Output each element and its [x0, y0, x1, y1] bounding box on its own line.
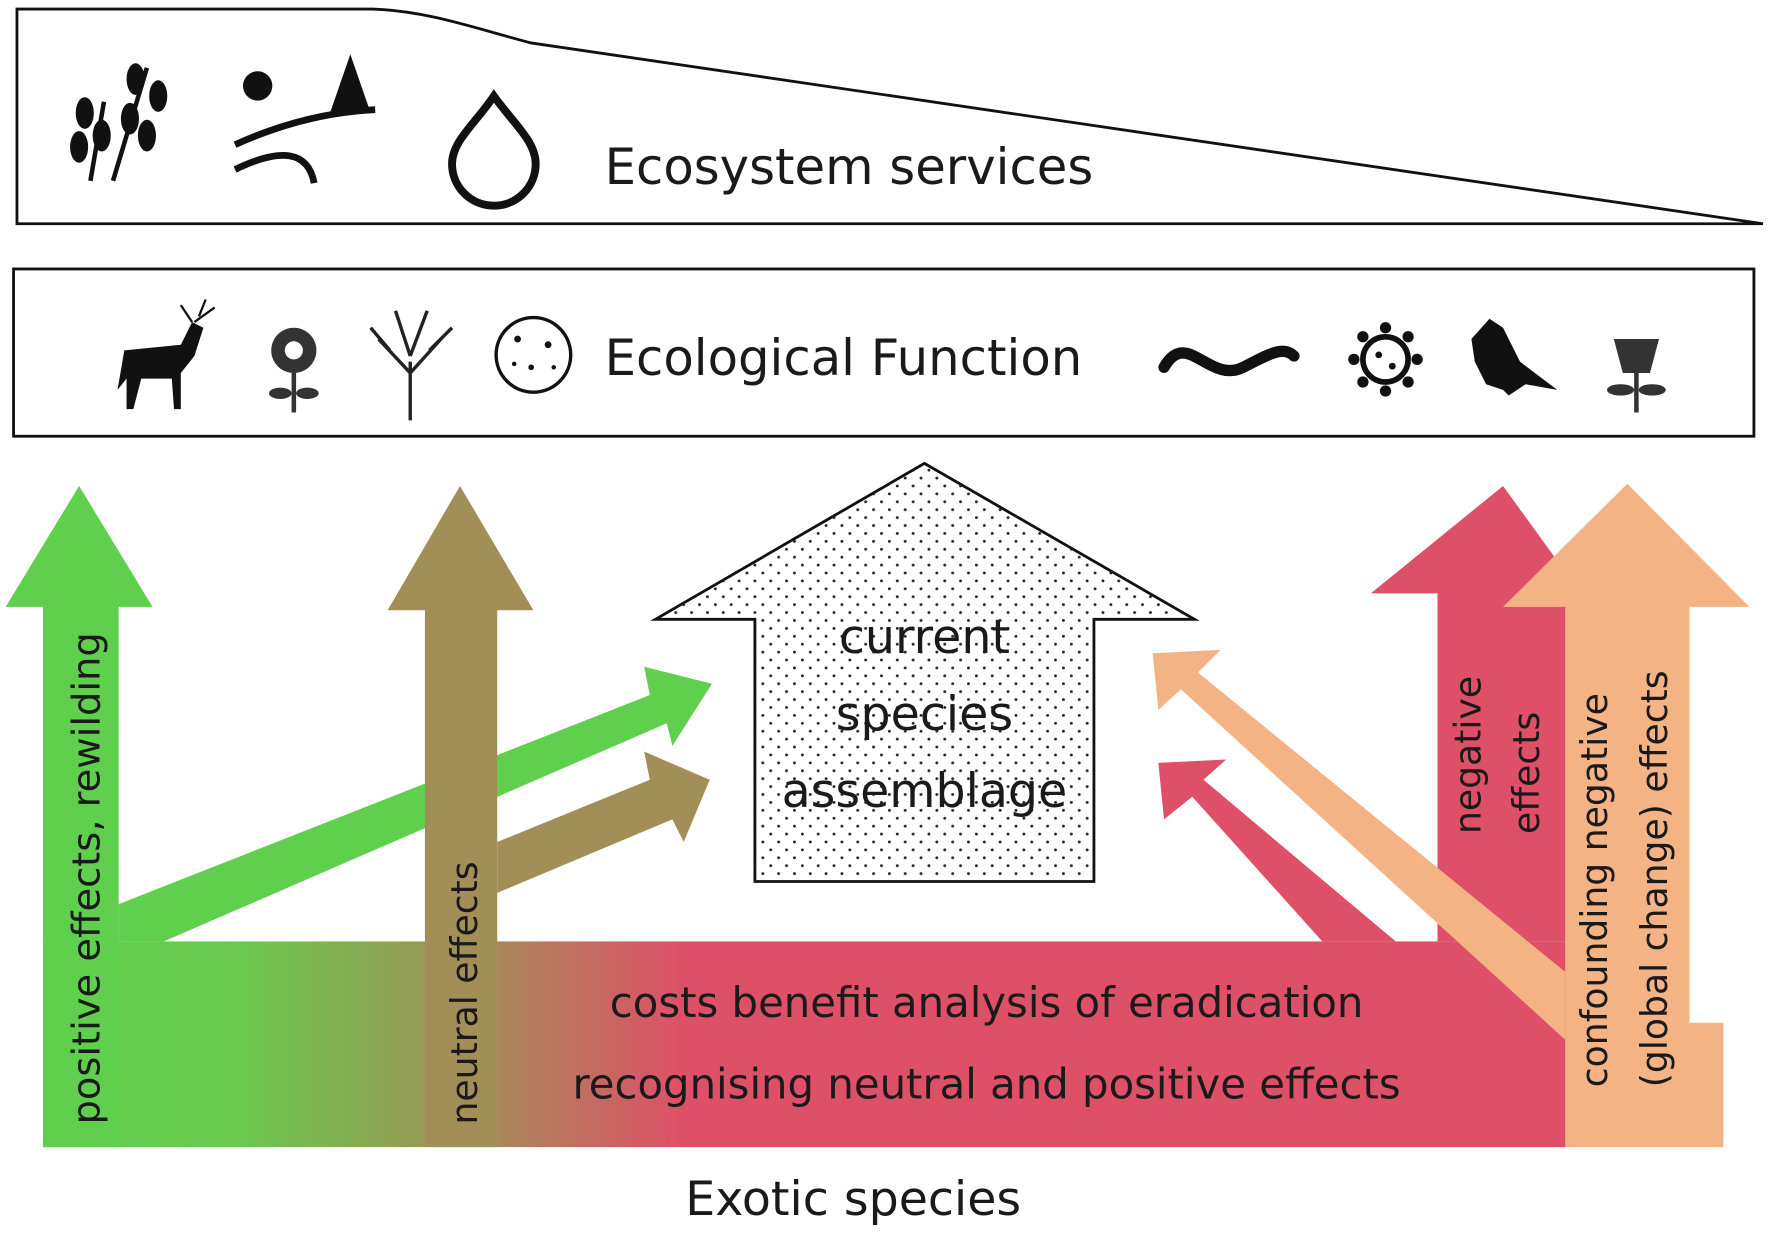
center-line-3: assemblage [782, 764, 1068, 819]
base-line-2: recognising neutral and positive effects [573, 1060, 1401, 1109]
landscape-tree-icon [233, 54, 376, 184]
ecological-function-label: Ecological Function [605, 329, 1083, 387]
water-drop-icon [448, 89, 540, 210]
microbe-icon [494, 315, 573, 394]
confounding-label-1: confounding negative [1573, 693, 1616, 1087]
positive-diagonal-arrow [118, 666, 712, 942]
center-line-2: species [836, 687, 1013, 742]
positive-effects-arrow [5, 485, 153, 1148]
negative-diagonal-arrow [1158, 759, 1396, 942]
neutral-effects-label: neutral effects [443, 861, 486, 1124]
neutral-effects-arrow [387, 485, 534, 1148]
base-line-1: costs benefit analysis of eradication [610, 978, 1364, 1027]
wheat-icon [70, 63, 168, 182]
ecosystem-services-label: Ecosystem services [605, 138, 1094, 196]
ecological-function-panel: Ecological Function [12, 267, 1756, 438]
virus-icon [1348, 322, 1423, 397]
deer-icon [117, 299, 216, 410]
ecosystem-services-panel: Ecosystem services [15, 7, 1764, 226]
bell-flower-icon [1607, 339, 1666, 413]
negative-effects-label-2: effects [1505, 712, 1548, 834]
exotic-species-label: Exotic species [685, 1172, 1021, 1227]
flower-icon [268, 327, 319, 413]
confounding-effects-arrow [1503, 483, 1750, 1148]
neutral-diagonal-arrow [497, 751, 710, 893]
crow-icon [1471, 318, 1558, 396]
base-bar [42, 941, 1569, 1148]
confounding-diagonal-arrow [1152, 649, 1566, 1040]
confounding-label-2: (global change) effects [1633, 670, 1676, 1087]
worm-icon [1158, 345, 1300, 377]
positive-effects-label: positive effects, rewilding [64, 632, 109, 1124]
current-species-assemblage-arrow: current species assemblage [650, 461, 1200, 883]
tree-icon [369, 310, 454, 421]
negative-effects-label-1: negative [1446, 676, 1489, 834]
center-line-1: current [839, 610, 1010, 665]
